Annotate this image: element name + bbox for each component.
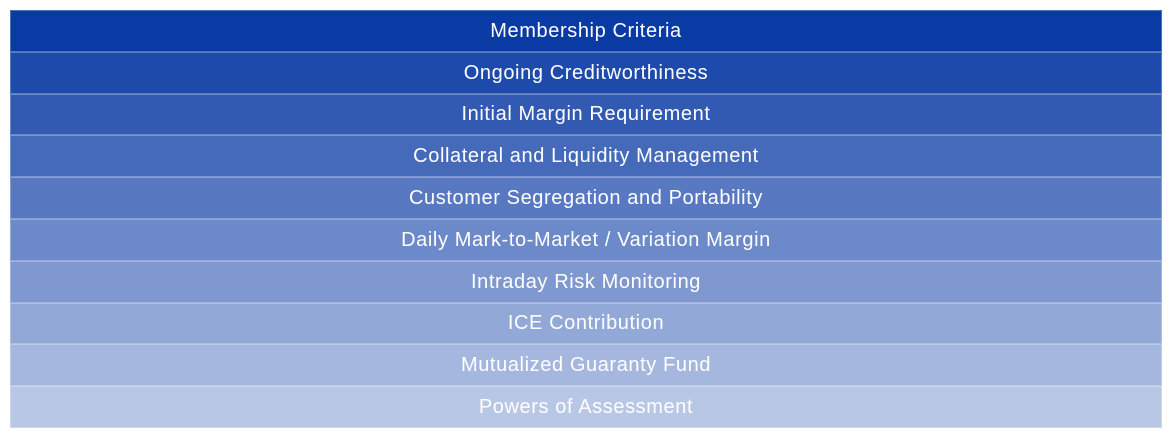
layer-label: Intraday Risk Monitoring bbox=[470, 270, 702, 293]
layer-powers-of-assessment: Powers of Assessment bbox=[10, 386, 1162, 428]
layer-label: Powers of Assessment bbox=[478, 396, 694, 419]
layer-label: Membership Criteria bbox=[490, 19, 682, 42]
layer-ice-contribution: ICE Contribution bbox=[10, 302, 1162, 345]
risk-waterfall-stack: Membership Criteria Ongoing Creditworthi… bbox=[10, 10, 1162, 428]
layer-mutualized-guaranty-fund: Mutualized Guaranty Fund bbox=[10, 344, 1162, 387]
layer-intraday-risk-monitoring: Intraday Risk Monitoring bbox=[10, 260, 1162, 303]
layer-initial-margin-requirement: Initial Margin Requirement bbox=[10, 93, 1162, 136]
layer-label: ICE Contribution bbox=[507, 312, 665, 335]
layer-label: Collateral and Liquidity Management bbox=[413, 145, 759, 168]
layer-label: Mutualized Guaranty Fund bbox=[460, 354, 712, 377]
layer-label: Daily Mark-to-Market / Variation Margin bbox=[401, 228, 771, 251]
layer-membership-criteria: Membership Criteria bbox=[10, 10, 1162, 52]
layer-customer-segregation-and-portability: Customer Segregation and Portability bbox=[10, 177, 1162, 219]
layer-label: Customer Segregation and Portability bbox=[408, 187, 763, 210]
layer-collateral-and-liquidity-management: Collateral and Liquidity Management bbox=[10, 135, 1162, 178]
layer-daily-mark-to-market-variation-margin: Daily Mark-to-Market / Variation Margin bbox=[10, 218, 1162, 261]
layer-ongoing-creditworthiness: Ongoing Creditworthiness bbox=[10, 51, 1162, 94]
layer-label: Initial Margin Requirement bbox=[461, 103, 711, 126]
layer-label: Ongoing Creditworthiness bbox=[463, 61, 709, 84]
